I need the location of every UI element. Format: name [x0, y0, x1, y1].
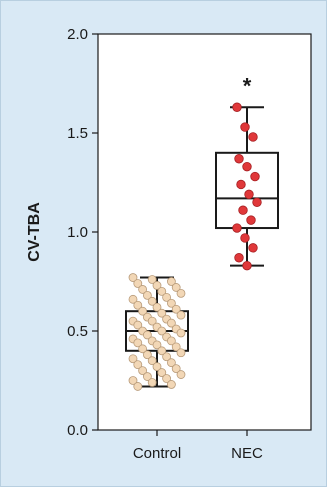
- data-point-control: [128, 273, 138, 282]
- y-tick-label: 2.0: [67, 26, 88, 43]
- box-iqr: [215, 151, 279, 230]
- axes: [92, 33, 312, 436]
- data-point-nec: [248, 132, 258, 142]
- data-point-control: [176, 310, 186, 320]
- data-point-control: [171, 304, 181, 314]
- data-point-nec: [232, 223, 242, 233]
- data-point-control: [147, 316, 157, 326]
- data-point-control: [128, 376, 138, 385]
- data-point-nec: [240, 233, 250, 243]
- data-point-control: [166, 358, 176, 368]
- significance-marker: *: [243, 73, 252, 98]
- data-point-control: [176, 370, 186, 379]
- data-point-control: [157, 286, 167, 296]
- data-point-control: [133, 382, 143, 391]
- data-point-control: [166, 380, 176, 389]
- data-point-control: [166, 336, 176, 346]
- y-tick-label: 0.5: [67, 323, 88, 340]
- x-tick-label: NEC: [231, 445, 263, 462]
- data-point-control: [157, 346, 167, 356]
- data-point-control: [133, 279, 143, 288]
- data-point-nec: [240, 122, 250, 132]
- y-axis-title: CV-TBA: [26, 202, 43, 262]
- data-point-nec: [234, 253, 244, 263]
- data-point-nec: [248, 243, 258, 253]
- data-point-nec: [246, 215, 256, 225]
- data-point-control: [133, 338, 143, 348]
- data-point-nec: [232, 102, 242, 112]
- data-point-control: [171, 342, 181, 352]
- data-point-nec: [242, 260, 252, 271]
- data-point-control: [147, 356, 157, 366]
- data-point-control: [166, 277, 176, 286]
- y-tick-label: 0.0: [67, 422, 88, 439]
- data-point-nec: [252, 197, 262, 208]
- data-point-control: [142, 330, 152, 340]
- data-point-nec: [234, 154, 244, 164]
- data-point-control: [142, 290, 152, 300]
- data-point-control: [142, 372, 152, 381]
- data-point-nec: [238, 205, 248, 215]
- data-point-control: [138, 344, 148, 354]
- data-point-control: [171, 364, 181, 374]
- data-point-control: [162, 352, 172, 362]
- data-point-nec: [250, 171, 260, 182]
- data-point-control: [152, 340, 162, 350]
- data-point-control: [166, 298, 176, 308]
- data-point-nec: [244, 189, 254, 200]
- data-point-control: [147, 275, 157, 284]
- data-point-control: [138, 366, 148, 376]
- data-point-control: [133, 320, 143, 330]
- data-point-control: [152, 302, 162, 312]
- data-point-control: [133, 360, 143, 370]
- data-point-control: [162, 292, 172, 302]
- x-tick-label: Control: [133, 445, 181, 462]
- data-point-control: [157, 326, 167, 336]
- data-point-control: [176, 348, 186, 358]
- data-point-control: [157, 308, 167, 318]
- data-point-control: [128, 294, 138, 304]
- data-point-control: [166, 318, 176, 328]
- y-tick-label: 1.5: [67, 125, 88, 142]
- data-point-control: [147, 378, 157, 387]
- data-point-control: [162, 374, 172, 383]
- labels: 0.0 0.5 1.0 1.5 2.0 Control NEC CV-TBA *: [26, 26, 263, 462]
- data-point-control: [128, 354, 138, 364]
- data-point-control: [138, 285, 148, 294]
- data-point-control: [142, 350, 152, 360]
- y-tick-label: 1.0: [67, 224, 88, 241]
- data-point-control: [152, 281, 162, 290]
- data-point-nec: [242, 161, 252, 172]
- data-point-control: [138, 306, 148, 316]
- data-point-control: [147, 296, 157, 306]
- data-point-control: [133, 300, 143, 310]
- data-points: [128, 102, 262, 391]
- data-point-control: [176, 288, 186, 298]
- plot-area: [97, 33, 312, 431]
- data-point-control: [171, 283, 181, 292]
- data-point-control: [152, 362, 162, 372]
- data-point-control: [157, 368, 167, 377]
- data-point-nec: [236, 179, 246, 190]
- data-point-control: [176, 328, 186, 338]
